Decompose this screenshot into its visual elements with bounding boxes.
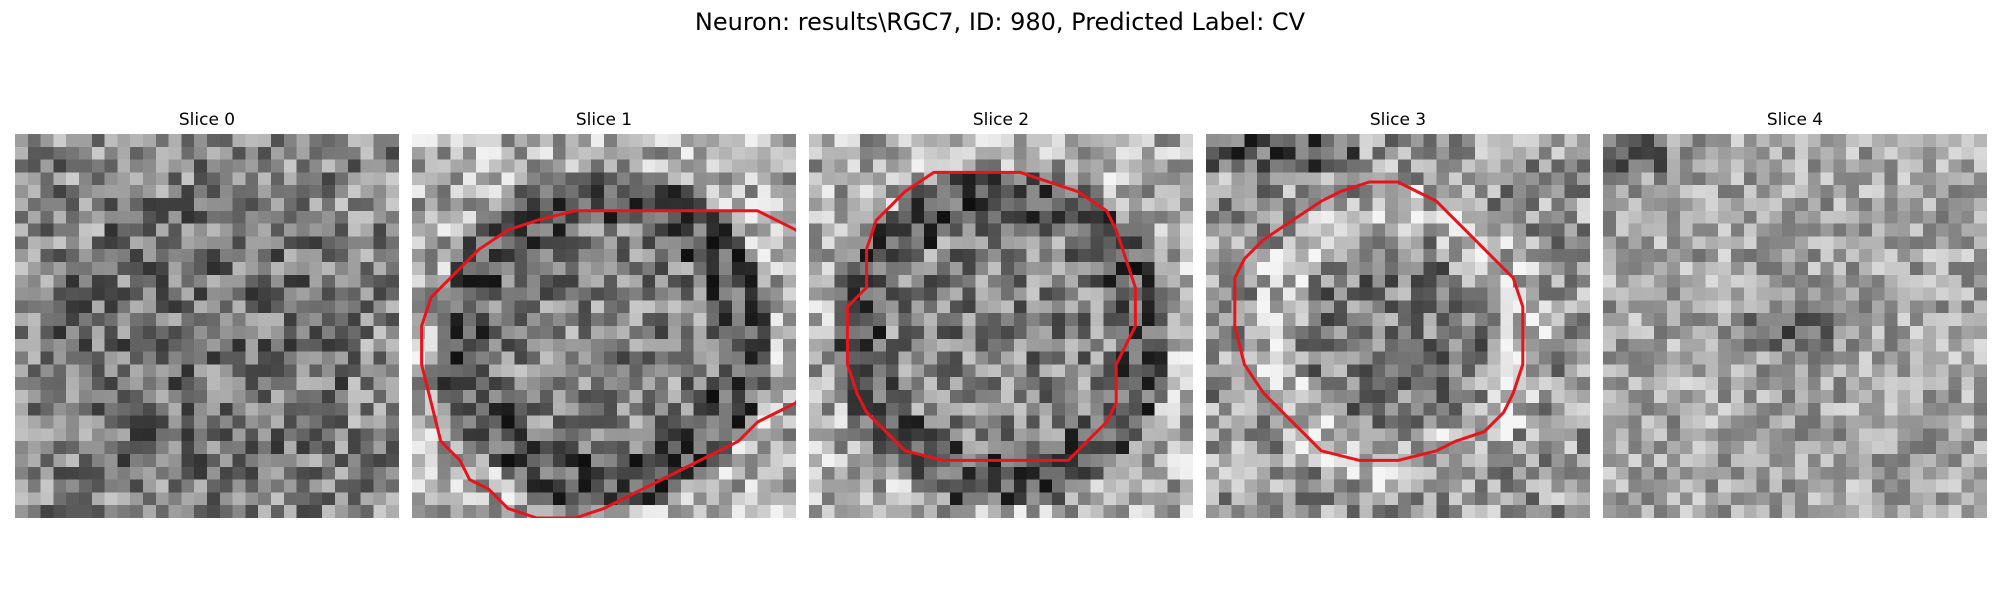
slice-title: Slice 4 <box>1766 110 1824 130</box>
slice-image-4 <box>1603 134 1987 518</box>
contour-outline <box>420 209 796 518</box>
slice-image-3 <box>1206 134 1590 518</box>
segmentation-contour <box>15 134 399 518</box>
segmentation-contour <box>1603 134 1987 518</box>
slice-image-2 <box>809 134 1193 518</box>
contour-outline <box>845 170 1137 462</box>
slice-title: Slice 1 <box>575 110 633 130</box>
slice-image-0 <box>15 134 399 518</box>
figure-title: Neuron: results\RGC7, ID: 980, Predicted… <box>694 8 1306 36</box>
slice-title: Slice 0 <box>178 110 236 130</box>
segmentation-contour <box>1233 180 1525 462</box>
slice-title: Slice 3 <box>1369 110 1427 130</box>
segmentation-contour <box>420 209 796 518</box>
grayscale-slice <box>809 134 1193 518</box>
grayscale-slice <box>1206 134 1590 518</box>
contour-outline <box>1233 180 1525 462</box>
segmentation-contour <box>845 170 1137 462</box>
slice-title: Slice 2 <box>972 110 1030 130</box>
slice-image-1 <box>412 134 796 518</box>
grayscale-slice <box>412 134 796 518</box>
grayscale-slice <box>1603 134 1987 518</box>
grayscale-slice <box>15 134 399 518</box>
